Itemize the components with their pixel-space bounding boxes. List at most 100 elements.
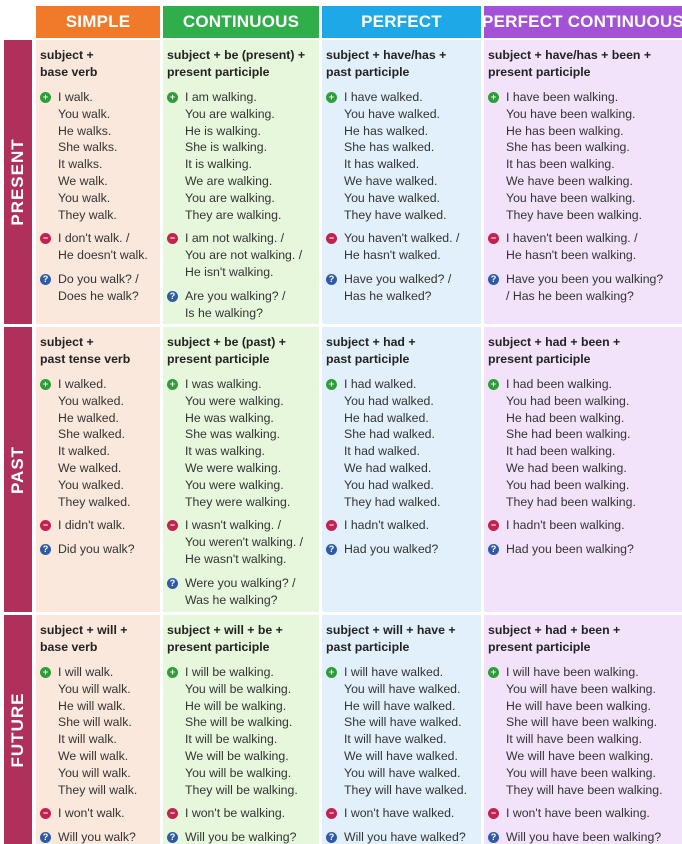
formula-line: subject + had + been + bbox=[488, 623, 621, 637]
tense-cell-future-perfect: subject + will + have + past participle + I… bbox=[322, 615, 481, 844]
example-sentence: I had walked. bbox=[344, 377, 417, 391]
example-sentence: You walk. bbox=[58, 190, 111, 205]
question-circle-icon: ? bbox=[488, 544, 499, 556]
formula-line: subject + have/has + been + bbox=[488, 48, 652, 62]
plus-circle-icon: + bbox=[40, 92, 51, 103]
formula-line: present participle bbox=[488, 351, 591, 366]
positive-block: + I will walk. You will walk. He will walk.… bbox=[40, 664, 160, 798]
example-sentence: They will walk. bbox=[58, 782, 138, 797]
positive-lines: I had walked. You had walked. He had walke… bbox=[344, 376, 481, 510]
example-sentence: Had you been walking? bbox=[506, 542, 634, 557]
example-sentence: It has been walking. bbox=[506, 157, 615, 172]
tense-cell-future-continuous: subject + will + be + present participle +… bbox=[163, 615, 319, 844]
negative-block: − I hadn't been walking. bbox=[488, 517, 682, 534]
example-sentence: I walk. bbox=[58, 90, 93, 104]
tense-cell-present-perfect: subject + have/has + past participle + I ha… bbox=[322, 40, 481, 324]
formula-line: subject + bbox=[40, 48, 94, 62]
plus-circle-icon: + bbox=[40, 379, 51, 390]
question-circle-icon: ? bbox=[40, 544, 51, 556]
example-sentence: We walked. bbox=[58, 460, 122, 475]
example-sentence: It was walking. bbox=[185, 444, 265, 459]
plus-circle-icon: + bbox=[326, 379, 337, 390]
positive-block: + I have walked. You have walked. He has wa… bbox=[326, 89, 481, 223]
example-sentence: They will be walking. bbox=[185, 782, 298, 797]
negative-lines: I hadn't walked. bbox=[344, 517, 481, 534]
row-label-past: PAST bbox=[4, 327, 32, 612]
positive-block: + I will have been walking. You will have … bbox=[488, 664, 682, 798]
negative-block: − I didn't walk. bbox=[40, 517, 160, 534]
example-sentence: It will have been walking. bbox=[506, 732, 643, 747]
plus-circle-icon: + bbox=[488, 379, 499, 390]
example-sentence: It will walk. bbox=[58, 732, 117, 747]
question-block: ? Had you been walking? bbox=[488, 541, 682, 558]
negative-block: − You haven't walked. / He hasn't walked. bbox=[326, 230, 481, 264]
example-sentence: She has been walking. bbox=[506, 140, 630, 155]
positive-lines: I will have been walking. You will have b… bbox=[506, 664, 682, 798]
example-sentence: They have walked. bbox=[344, 207, 447, 222]
example-sentence: They walk. bbox=[58, 207, 117, 222]
formula-line: present participle bbox=[167, 351, 270, 366]
example-sentence: We were walking. bbox=[185, 460, 282, 475]
formula: subject + had + past participle bbox=[326, 334, 481, 368]
question-circle-icon: ? bbox=[488, 832, 499, 844]
example-sentence: I am walking. bbox=[185, 90, 257, 104]
example-sentence: She will have been walking. bbox=[506, 715, 658, 730]
positive-block: + I had walked. You had walked. He had walk… bbox=[326, 376, 481, 510]
formula-line: subject + had + bbox=[326, 335, 416, 349]
example-sentence: I didn't walk. bbox=[58, 518, 126, 533]
example-sentence: It is walking. bbox=[185, 157, 252, 172]
example-sentence: He had walked. bbox=[344, 410, 429, 425]
formula: subject + past tense verb bbox=[40, 334, 160, 368]
question-block: ? Did you walk? bbox=[40, 541, 160, 558]
question-circle-icon: ? bbox=[326, 832, 337, 844]
minus-circle-icon: − bbox=[326, 233, 337, 245]
negative-lines: I don't walk. / He doesn't walk. bbox=[58, 230, 160, 264]
formula-line: subject + had + been + bbox=[488, 335, 621, 349]
example-sentence: I hadn't been walking. bbox=[506, 518, 625, 533]
example-sentence: She had been walking. bbox=[506, 427, 631, 442]
tense-cell-present-perfect-continuous: subject + have/has + been + present parti… bbox=[484, 40, 682, 324]
positive-lines: I will have walked. You will have walked.… bbox=[344, 664, 481, 798]
example-sentence: I will walk. bbox=[58, 665, 114, 679]
example-sentence: You weren't walking. / bbox=[185, 535, 304, 550]
negative-block: − I wasn't walking. / You weren't walking.… bbox=[167, 517, 319, 567]
positive-block: + I will be walking. You will be walking. H… bbox=[167, 664, 319, 798]
question-block: ? Were you walking? / Was he walking? bbox=[167, 575, 319, 609]
minus-circle-icon: − bbox=[488, 520, 499, 532]
formula-line: past participle bbox=[326, 351, 410, 366]
example-sentence: She has walked. bbox=[344, 140, 435, 155]
example-sentence: He is walking. bbox=[185, 123, 261, 138]
question-lines: Have you been you walking? / Has he been … bbox=[506, 271, 682, 305]
tense-cell-past-simple: subject + past tense verb + I walked. You wa… bbox=[36, 327, 160, 612]
example-sentence: They will have been walking. bbox=[506, 782, 663, 797]
example-sentence: You walked. bbox=[58, 477, 124, 492]
example-sentence: / Has he been walking? bbox=[506, 288, 634, 303]
row-label-future: FUTURE bbox=[4, 615, 32, 844]
example-sentence: You haven't walked. / bbox=[344, 231, 460, 246]
example-sentence: You have been walking. bbox=[506, 106, 636, 121]
example-sentence: Is he walking? bbox=[185, 305, 263, 320]
formula-line: subject + be (present) + bbox=[167, 48, 306, 62]
example-sentence: It walked. bbox=[58, 444, 110, 459]
formula-line: past tense verb bbox=[40, 351, 131, 366]
question-lines: Will you have walked? bbox=[344, 829, 481, 844]
question-block: ? Will you be walking? bbox=[167, 829, 319, 844]
formula: subject + have/has + past participle bbox=[326, 47, 481, 81]
question-lines: Had you been walking? bbox=[506, 541, 682, 558]
tense-cell-present-simple: subject + base verb + I walk. You walk. He wa… bbox=[36, 40, 160, 324]
tense-cell-past-continuous: subject + be (past) + present participle +… bbox=[163, 327, 319, 612]
example-sentence: You will have been walking. bbox=[506, 765, 656, 780]
example-sentence: Was he walking? bbox=[185, 592, 278, 607]
example-sentence: I have been walking. bbox=[506, 90, 619, 104]
question-circle-icon: ? bbox=[488, 273, 499, 285]
formula-line: base verb bbox=[40, 639, 98, 654]
example-sentence: She walked. bbox=[58, 427, 125, 442]
question-lines: Had you walked? bbox=[344, 541, 481, 558]
example-sentence: We had been walking. bbox=[506, 460, 627, 475]
example-sentence: He walked. bbox=[58, 410, 119, 425]
example-sentence: Will you have walked? bbox=[344, 830, 466, 844]
minus-circle-icon: − bbox=[40, 808, 51, 820]
negative-lines: I won't walk. bbox=[58, 805, 160, 822]
negative-lines: I won't have been walking. bbox=[506, 805, 682, 822]
positive-lines: I have walked. You have walked. He has wal… bbox=[344, 89, 481, 223]
